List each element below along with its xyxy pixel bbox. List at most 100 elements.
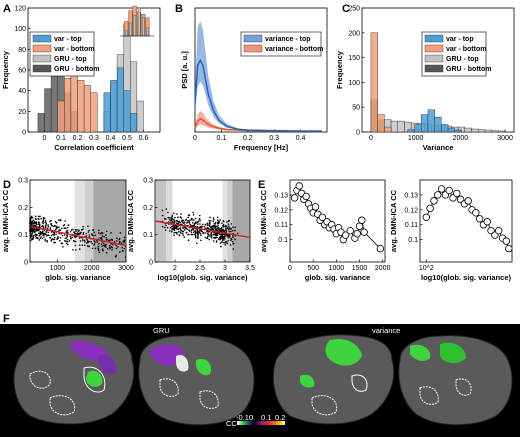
scatter-point <box>204 232 206 234</box>
scatter-point <box>230 238 233 240</box>
scatter-point <box>36 229 38 231</box>
scatter-point <box>217 221 220 224</box>
scatter-point <box>101 245 103 247</box>
scatter-point <box>185 218 188 221</box>
scatter-point <box>120 242 123 245</box>
scatter-point <box>74 236 77 239</box>
scatter-point <box>106 248 109 250</box>
scatter-point <box>98 229 100 232</box>
y-tick-label: 0 <box>356 130 360 137</box>
scatter-point <box>58 226 60 228</box>
scatter-point <box>118 242 121 244</box>
scatter-point <box>199 214 201 217</box>
scatter-point <box>234 226 236 229</box>
scatter-point <box>83 239 86 242</box>
scatter-point <box>167 216 169 219</box>
binned-marker <box>445 186 453 195</box>
y-axis-label: Frequency <box>1 50 10 89</box>
scatter-point <box>43 236 45 238</box>
scatter-point <box>80 231 82 234</box>
scatter-point <box>44 221 47 224</box>
x-tick-label: 2000 <box>453 135 469 142</box>
binned-marker <box>437 185 446 193</box>
scatter-point <box>200 239 202 242</box>
scatter-point <box>186 221 189 224</box>
scatter-point <box>115 244 118 247</box>
scatter-point <box>196 225 199 228</box>
scatter-point <box>88 240 91 243</box>
scatter-point <box>42 234 44 237</box>
x-axis-label: Correlation coefficient <box>54 143 134 152</box>
histogram-bar <box>370 32 378 133</box>
scatter-point <box>121 249 124 252</box>
y-axis-label: avg. DMN-ICA CC <box>259 189 268 252</box>
histogram-bar <box>103 92 111 133</box>
legend-swatch <box>243 44 263 53</box>
scatter-point <box>219 237 222 240</box>
y-tick-label: 0.11 <box>405 222 418 229</box>
inset-bar <box>125 30 128 37</box>
scatter-point <box>86 242 88 244</box>
scatter-point <box>50 224 53 227</box>
scatter-point <box>216 240 218 242</box>
scatter-point <box>189 223 191 226</box>
scatter-point <box>223 241 225 244</box>
scatter-point <box>176 225 178 227</box>
scatter-point <box>206 236 209 238</box>
scatter-point <box>190 231 193 233</box>
scatter-point <box>47 224 49 226</box>
binned-marker <box>505 244 513 253</box>
scatter-point <box>37 223 40 225</box>
scatter-point <box>66 241 69 243</box>
histogram-bar <box>441 124 449 133</box>
legend-label: variance - bottom <box>265 46 323 53</box>
scatter-point <box>61 234 64 237</box>
histogram-variance: 0 1000 2000 3000 0 50 100 150 200 250 Variance Freq… <box>335 6 515 152</box>
scatter-point <box>195 242 198 245</box>
scatter-point <box>204 236 207 239</box>
scatter-point <box>42 217 45 220</box>
scatter-point <box>179 221 182 224</box>
scatter-point <box>114 255 117 258</box>
scatter-point <box>208 219 211 222</box>
x-tick-label: 3.5 <box>245 265 255 272</box>
scatter-point <box>123 236 126 239</box>
scatter-point <box>115 247 118 250</box>
binned-marker <box>453 189 461 198</box>
y-tick-label: 20 <box>18 109 26 116</box>
scatter-point <box>172 212 175 214</box>
scatter-point <box>97 232 100 234</box>
y-tick-label: 0.12 <box>274 207 288 214</box>
scatter-point <box>231 240 234 243</box>
scatter-point <box>66 235 69 238</box>
scatter-point <box>198 218 201 220</box>
scatter-point <box>193 224 195 227</box>
scatter-point <box>74 244 76 247</box>
histogram-correlation: 0 0.1 0.2 0.3 0.4 0.5 0.6 0 20 40 60 80 100 120 Correl… <box>1 6 161 152</box>
scatter-point <box>29 219 31 222</box>
scatter-point <box>227 223 230 226</box>
legend-label: GRU - top <box>446 56 479 63</box>
panel-label-b: B <box>175 3 183 15</box>
x-tick-label: 0.1 <box>217 135 227 142</box>
scatter-point <box>226 235 228 237</box>
scatter-point <box>67 231 69 234</box>
scatter-point <box>164 226 166 229</box>
scatter-point <box>177 228 180 231</box>
scatter-point <box>167 221 170 223</box>
scatter-point <box>191 221 194 224</box>
scatter-point <box>171 220 174 223</box>
scatter-point <box>84 241 86 243</box>
scatter-point <box>66 229 69 232</box>
scatter-point <box>220 233 223 236</box>
scatter-point <box>94 247 97 250</box>
scatter-point <box>210 228 212 231</box>
colorbar: CC -0.1 0 0.1 0.2 <box>226 413 285 428</box>
x-axis-label: Frequency [Hz] <box>234 143 289 152</box>
binned-marker <box>318 213 327 221</box>
scatter-point <box>87 231 90 233</box>
scatter-point <box>65 240 67 243</box>
scatter-point <box>201 223 204 226</box>
scatter-point <box>50 240 53 242</box>
scatter-point <box>194 232 197 235</box>
